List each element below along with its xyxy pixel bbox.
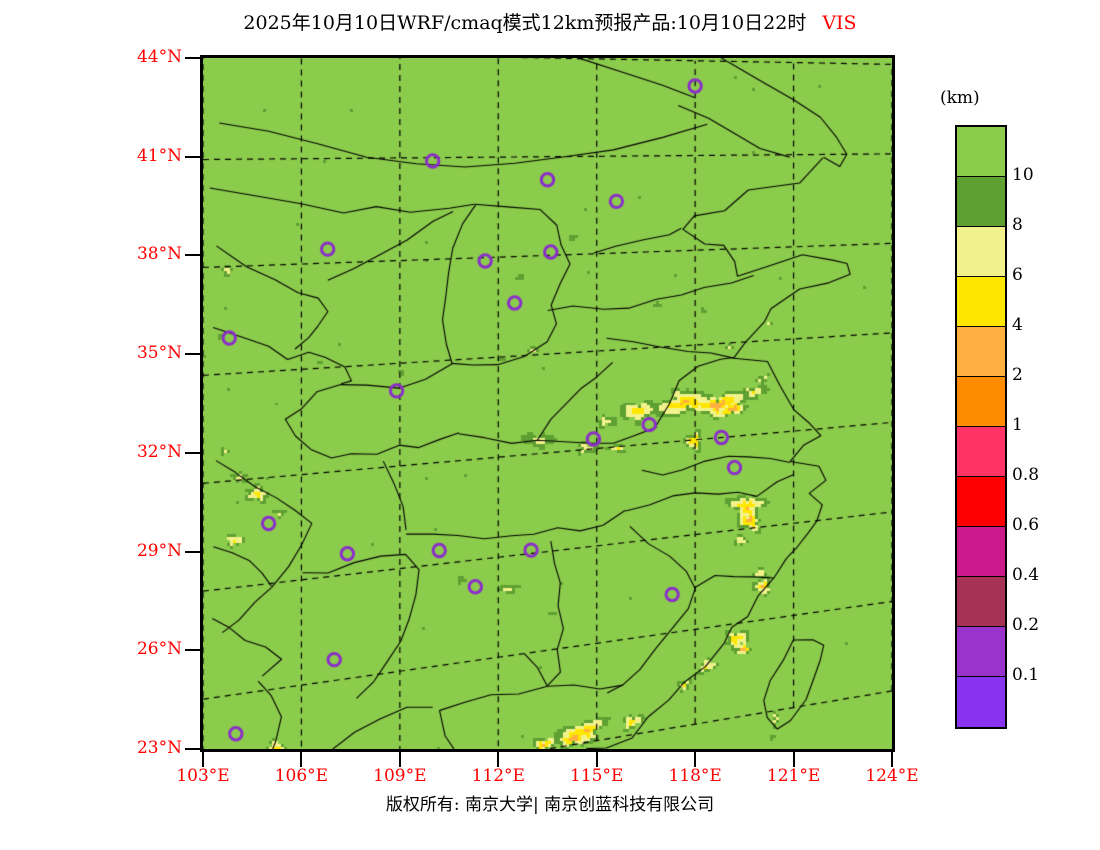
- y-axis-tick: [185, 550, 200, 553]
- y-axis-tick: [185, 451, 200, 454]
- colorbar-band: [957, 627, 1005, 677]
- y-axis-label: 23°N: [136, 738, 182, 758]
- colorbar-band: [957, 327, 1005, 377]
- colorbar-band: [957, 577, 1005, 627]
- colorbar-tick-label: 0.4: [1012, 565, 1040, 585]
- page-title: 2025年10月10日WRF/cmaq模式12km预报产品:10月10日22时 V…: [0, 8, 1100, 35]
- x-axis-label: 115°E: [570, 766, 624, 786]
- y-axis-tick: [185, 57, 200, 59]
- colorbar-tick-label: 6: [1012, 265, 1023, 285]
- x-axis-label: 124°E: [865, 766, 919, 786]
- x-axis-label: 118°E: [668, 766, 722, 786]
- colorbar-tick-label: 0.6: [1012, 515, 1040, 535]
- x-axis-tick: [694, 752, 697, 767]
- x-axis-tick: [595, 752, 598, 767]
- colorbar[interactable]: [955, 125, 1007, 729]
- colorbar-tick-label: 0.2: [1012, 615, 1040, 635]
- visibility-heatmap-canvas[interactable]: [203, 58, 892, 749]
- x-axis-tick: [300, 752, 303, 767]
- x-axis-label: 106°E: [274, 766, 329, 786]
- y-axis-label: 32°N: [136, 441, 182, 462]
- x-axis-label: 112°E: [471, 766, 525, 786]
- y-axis-label: 26°N: [136, 639, 182, 660]
- colorbar-tick-label: 0.1: [1012, 665, 1040, 685]
- title-main-text: 2025年10月10日WRF/cmaq模式12km预报产品:10月10日22时: [243, 12, 807, 34]
- forecast-map-panel[interactable]: [200, 55, 895, 752]
- x-axis-tick: [497, 752, 500, 767]
- title-variable-badge: VIS: [822, 12, 857, 34]
- x-axis-tick: [398, 752, 401, 767]
- colorbar-tick-label: 2: [1012, 365, 1023, 385]
- colorbar-band: [957, 177, 1005, 227]
- colorbar-band: [957, 277, 1005, 327]
- colorbar-band: [957, 427, 1005, 477]
- colorbar-tick-label: 10: [1012, 165, 1034, 185]
- colorbar-band: [957, 377, 1005, 427]
- x-axis-label: 109°E: [373, 766, 427, 786]
- y-axis-tick: [185, 254, 200, 257]
- x-axis-tick: [202, 752, 204, 767]
- y-axis-tick: [185, 155, 200, 158]
- colorbar-tick-label: 4: [1012, 315, 1023, 335]
- colorbar-tick-label: 0.8: [1012, 465, 1040, 485]
- y-axis-label: 29°N: [136, 540, 182, 561]
- y-axis-label: 44°N: [136, 47, 182, 67]
- y-axis-tick: [185, 353, 200, 356]
- colorbar-tick-label: 1: [1012, 415, 1023, 435]
- x-axis-tick: [792, 752, 795, 767]
- y-axis-tick: [185, 649, 200, 652]
- colorbar-band: [957, 477, 1005, 527]
- copyright-footer: 版权所有: 南京大学| 南京创蓝科技有限公司: [385, 795, 715, 815]
- colorbar-tick-label: 8: [1012, 215, 1023, 235]
- y-axis-label: 41°N: [136, 145, 182, 166]
- x-axis-label: 103°E: [176, 766, 230, 786]
- colorbar-band: [957, 227, 1005, 277]
- y-axis-label: 38°N: [136, 244, 182, 265]
- x-axis-label: 121°E: [766, 766, 821, 786]
- colorbar-band: [957, 527, 1005, 577]
- y-axis-label: 35°N: [136, 343, 182, 364]
- y-axis-tick: [185, 748, 200, 750]
- colorbar-band: [957, 677, 1005, 727]
- colorbar-unit-label: (km): [940, 88, 980, 108]
- x-axis-tick: [891, 752, 893, 767]
- colorbar-band: [957, 127, 1005, 177]
